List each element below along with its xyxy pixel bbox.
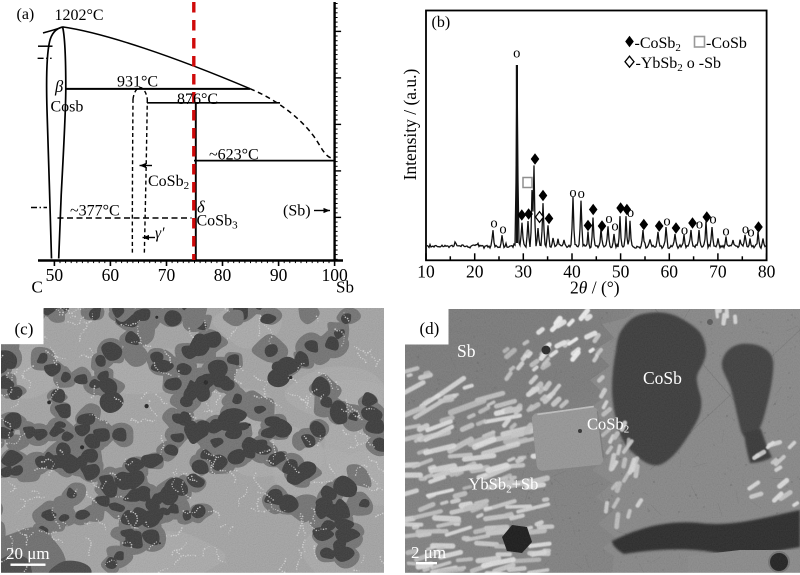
svg-text:Sb: Sb [457,341,476,361]
svg-text:YbSb2+Sb: YbSb2+Sb [469,475,539,496]
svg-text:o: o [490,215,497,231]
svg-text:~623°C: ~623°C [209,147,259,164]
svg-text:C: C [32,278,43,297]
svg-text:1202°C: 1202°C [55,7,104,24]
svg-text:10: 10 [417,262,435,282]
svg-text:20: 20 [466,262,484,282]
svg-text:o: o [513,45,520,61]
svg-text:(a): (a) [17,6,35,23]
svg-text:60: 60 [661,262,679,282]
svg-text:Sb: Sb [336,278,354,297]
svg-text:o: o [722,223,729,239]
svg-text:50: 50 [46,265,64,285]
svg-text:β: β [54,77,64,96]
svg-text:80: 80 [758,262,776,282]
svg-text:o: o [569,185,576,201]
svg-text:(c): (c) [15,320,34,339]
svg-text:~377°C: ~377°C [70,203,120,220]
svg-text:o: o [747,224,754,240]
svg-text:o: o [499,221,506,237]
svg-text:70: 70 [709,262,727,282]
svg-text:δ: δ [197,198,205,217]
svg-text:2 μm: 2 μm [411,543,446,562]
svg-text:90: 90 [270,265,288,285]
svg-text:50: 50 [612,262,630,282]
svg-text:2θ / (°): 2θ / (°) [570,278,620,298]
svg-text:Cosb: Cosb [51,99,84,116]
svg-text:o: o [742,221,749,237]
svg-text:(b): (b) [432,14,451,31]
svg-text:-CoSb: -CoSb [706,35,747,52]
svg-text:931°C: 931°C [117,74,158,91]
svg-text:70: 70 [158,265,176,285]
svg-text:CoSb2: CoSb2 [587,415,629,436]
svg-text:876°C: 876°C [177,91,218,108]
svg-text:o: o [605,211,612,227]
svg-text:(Sb): (Sb) [283,203,311,220]
svg-text:40: 40 [563,262,581,282]
svg-text:o: o [681,222,688,238]
svg-text:o: o [578,186,585,202]
svg-text:CoSb2: CoSb2 [148,173,189,192]
svg-text:o: o [696,216,703,232]
svg-text:60: 60 [102,265,120,285]
svg-text:-CoSb2: -CoSb2 [635,35,681,54]
svg-text:CoSb3: CoSb3 [197,213,239,232]
svg-text:γ′: γ′ [155,225,165,242]
svg-text:80: 80 [214,265,232,285]
svg-text:(d): (d) [420,319,440,338]
svg-text:o: o [709,211,716,227]
svg-text:CoSb: CoSb [643,368,682,388]
svg-text:o: o [627,205,634,221]
svg-text:o: o [611,218,618,234]
svg-text:Intensity / (a.u.): Intensity / (a.u.) [400,68,420,180]
svg-text:o: o [663,213,670,229]
svg-text:100: 100 [321,265,348,285]
svg-text:30: 30 [515,262,533,282]
svg-text:-YbSb2 o -Sb: -YbSb2 o -Sb [636,55,722,74]
svg-text:20 μm: 20 μm [6,544,50,563]
